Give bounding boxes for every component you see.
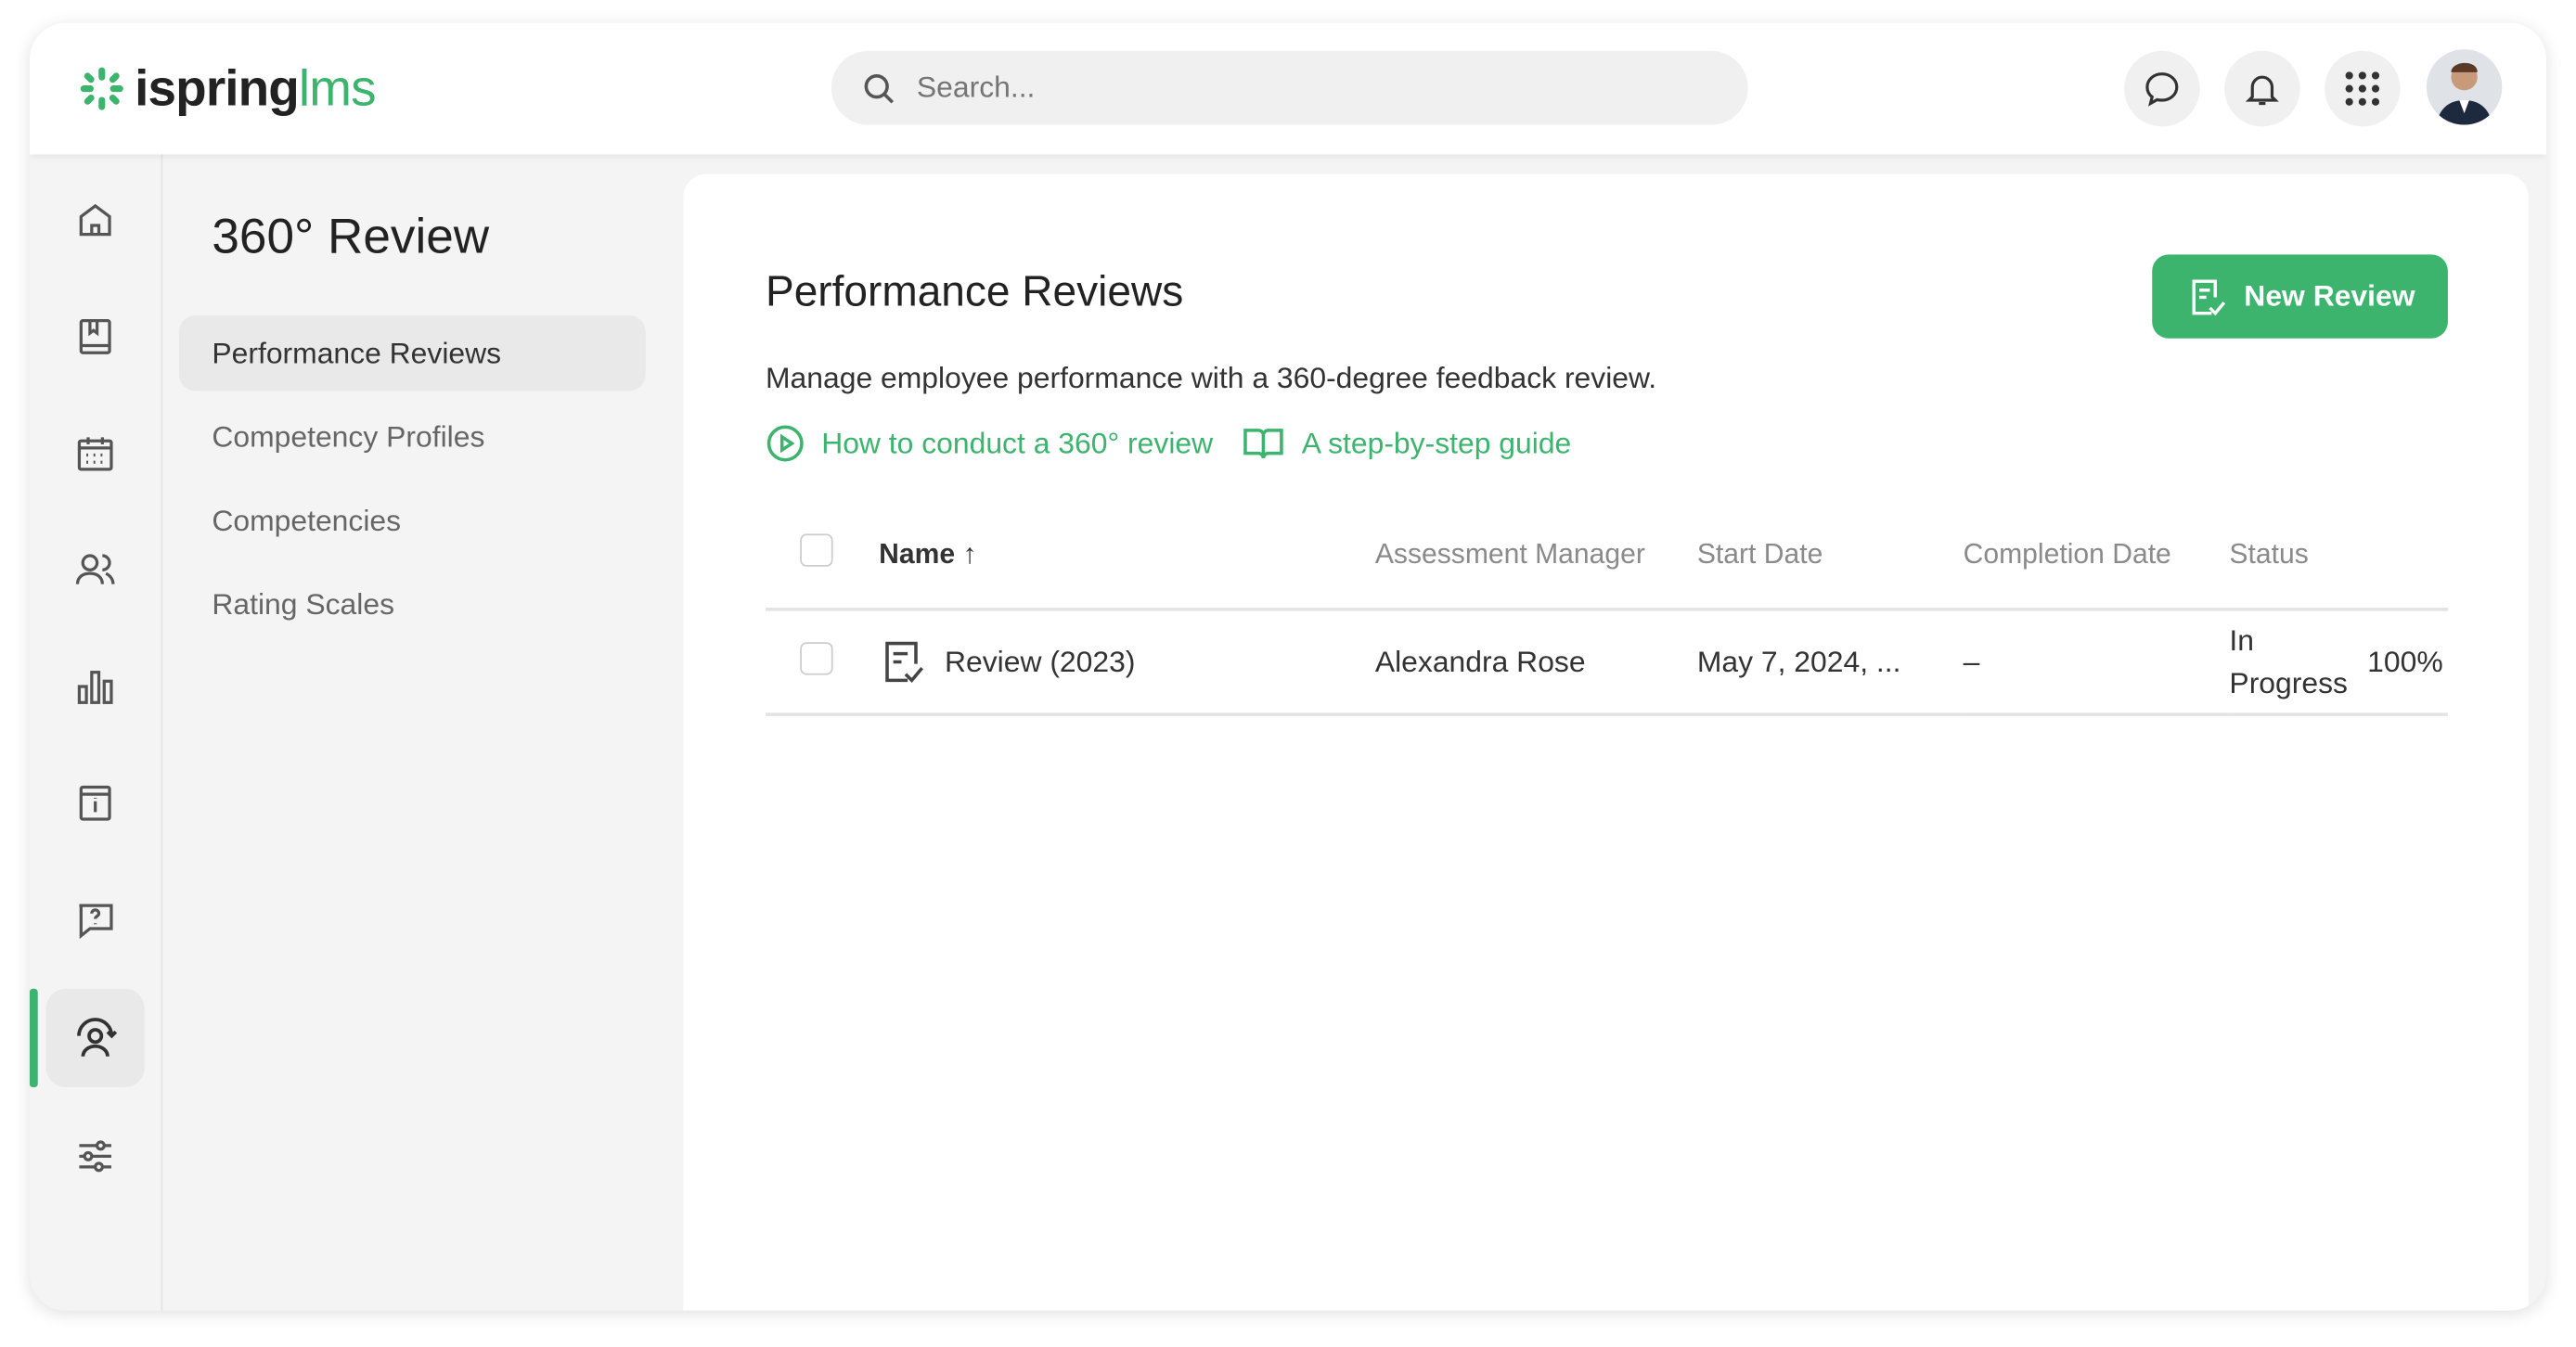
chat-bubble-icon bbox=[2145, 72, 2179, 107]
nav-home[interactable] bbox=[46, 171, 145, 269]
notifications-button[interactable] bbox=[2224, 50, 2300, 127]
settings-sliders-icon bbox=[79, 1140, 111, 1173]
review-manager: Alexandra Rose bbox=[1373, 609, 1696, 716]
new-review-icon bbox=[2192, 278, 2226, 315]
review-progress: 100% bbox=[2367, 644, 2443, 678]
search-bar[interactable] bbox=[831, 50, 1748, 125]
apps-grid-icon bbox=[2345, 71, 2380, 106]
status-badge: In Progress bbox=[2229, 623, 2348, 700]
app-window: ispringlms 360° Review Performance Revie… bbox=[29, 22, 2547, 1311]
review-document-icon bbox=[885, 641, 923, 684]
review-360-icon bbox=[77, 1018, 118, 1058]
reports-icon bbox=[77, 671, 113, 704]
nav-info[interactable] bbox=[46, 754, 145, 853]
nav-courses[interactable] bbox=[46, 288, 145, 386]
info-icon bbox=[79, 785, 111, 821]
nav-help[interactable] bbox=[46, 870, 145, 969]
ispring-logo-icon bbox=[80, 67, 123, 110]
user-avatar[interactable] bbox=[2426, 49, 2503, 125]
nav-calendar[interactable] bbox=[46, 404, 145, 503]
review-completion-date: – bbox=[1961, 609, 2228, 716]
top-bar: ispringlms bbox=[29, 22, 2547, 155]
page-description: Manage employee performance with a 360-d… bbox=[766, 361, 1657, 394]
section-title: 360° Review bbox=[212, 210, 490, 265]
review-start-date: May 7, 2024, ... bbox=[1695, 609, 1962, 716]
sort-ascending-icon: ↑ bbox=[962, 538, 977, 571]
bell-icon bbox=[2245, 75, 2279, 106]
submenu-performance-reviews[interactable]: Performance Reviews bbox=[178, 314, 646, 391]
video-guide-link[interactable]: How to conduct a 360° review bbox=[766, 424, 1213, 463]
review-name[interactable]: Review (2023) bbox=[944, 644, 1136, 678]
column-assessment-manager[interactable]: Assessment Manager bbox=[1373, 502, 1696, 611]
logo-text-lms: lms bbox=[298, 58, 377, 117]
submenu-rating-scales[interactable]: Rating Scales bbox=[212, 586, 395, 621]
search-input[interactable] bbox=[913, 69, 1676, 108]
page-title: Performance Reviews bbox=[766, 265, 1184, 315]
submenu-competencies[interactable]: Competencies bbox=[212, 503, 402, 537]
column-status[interactable]: Status bbox=[2227, 502, 2448, 611]
apps-button[interactable] bbox=[2325, 50, 2401, 127]
new-review-button[interactable]: New Review bbox=[2152, 254, 2448, 339]
calendar-icon bbox=[77, 437, 113, 471]
chat-button[interactable] bbox=[2124, 50, 2200, 127]
submenu: 360° Review Performance Reviews Competen… bbox=[162, 154, 681, 1310]
nav-rail bbox=[29, 154, 163, 1311]
new-review-label: New Review bbox=[2244, 278, 2415, 313]
nav-users[interactable] bbox=[46, 520, 145, 619]
column-name[interactable]: Name ↑ bbox=[877, 502, 1374, 611]
video-guide-label: How to conduct a 360° review bbox=[821, 426, 1214, 459]
select-all-checkbox[interactable] bbox=[800, 533, 833, 567]
home-icon bbox=[79, 203, 111, 237]
step-guide-label: A step-by-step guide bbox=[1301, 426, 1572, 459]
main-panel: Performance Reviews New Review Manage em… bbox=[683, 173, 2529, 1311]
nav-360-review[interactable] bbox=[29, 988, 145, 1088]
avatar-image bbox=[2436, 62, 2492, 125]
book-icon bbox=[79, 319, 111, 354]
search-icon bbox=[864, 73, 895, 103]
column-start-date[interactable]: Start Date bbox=[1695, 502, 1962, 611]
open-book-icon bbox=[1243, 429, 1284, 459]
reviews-table: Name ↑ Assessment Manager Start Date Com… bbox=[766, 502, 2448, 716]
nav-reports[interactable] bbox=[46, 637, 145, 736]
submenu-competency-profiles[interactable]: Competency Profiles bbox=[212, 419, 485, 453]
help-icon bbox=[79, 904, 113, 940]
users-icon bbox=[75, 554, 115, 584]
logo-text: ispring bbox=[135, 58, 300, 117]
table-header: Name ↑ Assessment Manager Start Date Com… bbox=[766, 502, 2448, 611]
row-checkbox[interactable] bbox=[800, 641, 833, 674]
column-completion-date[interactable]: Completion Date bbox=[1961, 502, 2228, 611]
nav-settings[interactable] bbox=[46, 1107, 145, 1205]
logo[interactable]: ispringlms bbox=[79, 58, 377, 119]
step-guide-link[interactable]: A step-by-step guide bbox=[1243, 424, 1571, 463]
table-row[interactable]: Review (2023) Alexandra Rose May 7, 2024… bbox=[766, 609, 2448, 716]
play-circle-icon bbox=[766, 425, 804, 462]
